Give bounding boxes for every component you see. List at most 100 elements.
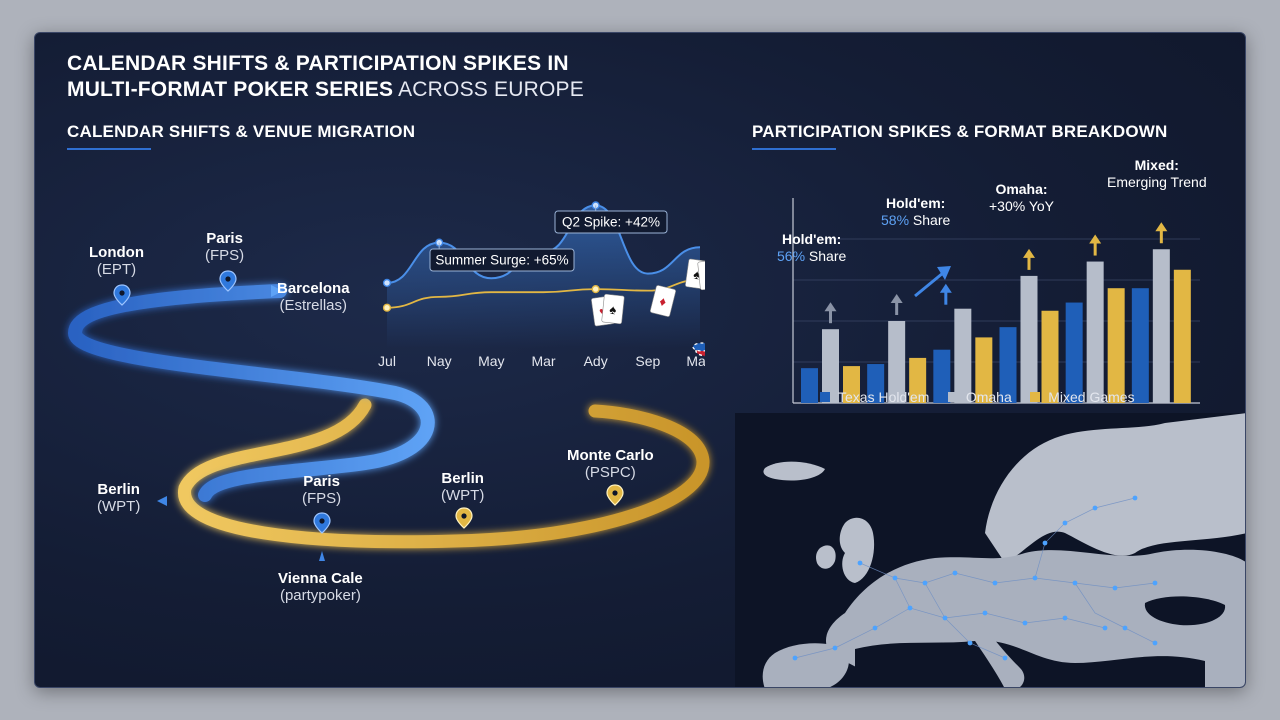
- bar-mixed: [1041, 310, 1059, 403]
- trend-callout: Summer Surge: +65%: [429, 242, 575, 272]
- trend-line-gold: [386, 278, 701, 309]
- venue-name: Paris: [206, 230, 243, 247]
- venue-event: (FPS): [205, 247, 245, 264]
- venue-label-berlin-gold: Berlin (WPT): [441, 470, 484, 504]
- map-land-britain: [839, 517, 875, 583]
- trend-point-gold: [591, 284, 600, 294]
- venue-label-vienna: Vienna Cale (partypoker): [278, 570, 363, 604]
- annotation-sub: 56% Share: [777, 248, 847, 264]
- map-sea-mediterranean: [855, 640, 1205, 687]
- participation-trend-chart: Jul Nay May Mar Ady Sep Man Summer Surge: +65% Q…: [378, 201, 705, 369]
- pin-london-icon: [113, 284, 131, 306]
- title-line-2-thin: ACROSS EUROPE: [393, 78, 584, 101]
- venue-event: (PSPC): [584, 464, 636, 481]
- up-arrow-icon: [1023, 248, 1035, 270]
- bar-mixed: [975, 337, 993, 403]
- bar-omaha: [822, 329, 839, 403]
- legend-item-mixed: Mixed Games: [1030, 389, 1135, 405]
- venue-label-paris-top: Paris (FPS): [205, 230, 244, 264]
- trend-x-tick-label: Sep: [635, 353, 660, 369]
- trend-x-tick-label: Man: [686, 353, 705, 369]
- venue-event: (EPT): [96, 261, 137, 278]
- trend-arrow-icon: [914, 266, 951, 298]
- route-arrow-left-icon: [157, 496, 167, 506]
- right-section-rule: [752, 148, 836, 150]
- map-sea-black: [1144, 596, 1226, 626]
- venue-name: Paris: [303, 473, 340, 490]
- up-arrow-icon: [824, 302, 837, 324]
- route-arrow-right-icon: [271, 285, 283, 297]
- bar-mixed: [909, 357, 927, 403]
- venue-name: Monte Carlo: [567, 447, 654, 464]
- svg-text:♣: ♣: [704, 268, 705, 284]
- left-section-rule: [67, 148, 151, 150]
- trend-x-tick-label: Ady: [584, 353, 608, 369]
- bar-mixed: [1107, 288, 1125, 403]
- venue-name: Vienna Cale: [278, 570, 363, 587]
- playing-card-icon: ♠: [601, 293, 625, 325]
- venue-event: (Estrellas): [279, 297, 348, 314]
- poker-chips-icon: [692, 342, 705, 357]
- venue-event: (WPT): [97, 498, 141, 515]
- annotation-head: Hold'em:: [885, 195, 946, 211]
- annotation-head: Hold'em:: [781, 231, 842, 247]
- annotation-holdem-56: Hold'em: 56% Share: [777, 231, 846, 265]
- up-arrow-icon: [1089, 234, 1102, 256]
- route-gold-ribbon: [178, 398, 710, 549]
- bar-omaha: [888, 321, 906, 403]
- bar-holdem: [1065, 302, 1083, 403]
- trend-x-tick-label: May: [478, 353, 504, 369]
- up-arrow-icon: [890, 294, 903, 315]
- map-land-italy: [971, 613, 1025, 687]
- up-arrow-icon: [939, 283, 952, 305]
- venue-event: (partypoker): [279, 587, 361, 604]
- trend-x-tick-label: Nay: [427, 353, 452, 369]
- bar-holdem: [933, 349, 951, 403]
- svg-text:♠: ♠: [609, 302, 618, 318]
- map-city-dots: [792, 495, 1158, 661]
- title-line-2: MULTI-FORMAT POKER SERIES ACROSS EUROPE: [67, 77, 584, 103]
- venue-route-map: [67, 270, 710, 561]
- svg-text:♦: ♦: [658, 293, 668, 309]
- trend-point-blue: [382, 278, 392, 288]
- legend-item-omaha: Omaha: [947, 389, 1012, 405]
- annotation-head: Omaha:: [995, 181, 1048, 197]
- annotation-mixed: Mixed: Emerging Trend: [1107, 157, 1207, 191]
- bar-holdem: [1131, 288, 1149, 403]
- route-blue-ribbon: [67, 284, 435, 502]
- map-land-ireland: [816, 545, 836, 569]
- title-line-1: CALENDAR SHIFTS & PARTICIPATION SPIKES I…: [67, 52, 569, 75]
- map-land-iberia: [762, 643, 849, 687]
- trend-callout-label: Summer Surge: +65%: [435, 253, 568, 268]
- venue-name: London: [89, 244, 144, 261]
- annotation-sub: +30% YoY: [989, 198, 1055, 214]
- venue-label-monte-carlo: Monte Carlo (PSPC): [567, 447, 654, 481]
- venue-label-berlin-left: Berlin (WPT): [97, 481, 140, 515]
- pin-monte-carlo-icon: [606, 484, 624, 506]
- venue-event: (FPS): [302, 490, 342, 507]
- pin-berlin-gold-icon: [455, 507, 473, 529]
- page-title: CALENDAR SHIFTS & PARTICIPATION SPIKES I…: [67, 51, 584, 103]
- venue-name: Berlin: [97, 481, 140, 498]
- bar-holdem: [801, 368, 818, 403]
- left-section-heading: CALENDAR SHIFTS & VENUE MIGRATION: [67, 122, 416, 141]
- venue-name: Berlin: [441, 470, 484, 487]
- up-arrow-icon: [1155, 222, 1168, 244]
- legend-label: Omaha: [965, 389, 1012, 405]
- trend-point-gold: [382, 303, 392, 312]
- bar-holdem: [867, 364, 885, 403]
- legend-swatch: [820, 392, 830, 402]
- bar-omaha: [1020, 275, 1038, 403]
- right-section-heading: PARTICIPATION SPIKES & FORMAT BREAKDOWN: [752, 122, 1168, 141]
- bar-mixed: [1173, 269, 1191, 403]
- trend-callout: Q2 Spike: +42%: [554, 205, 668, 234]
- trend-x-tick-label: Mar: [531, 353, 555, 369]
- bar-omaha: [1086, 261, 1104, 403]
- venue-label-barcelona: Barcelona (Estrellas): [277, 280, 350, 314]
- legend-label: Texas Hold'em: [838, 389, 930, 405]
- annotation-head: Mixed:: [1134, 157, 1179, 173]
- infographic-frame: CALENDAR SHIFTS & PARTICIPATION SPIKES I…: [34, 32, 1246, 688]
- venue-label-paris-bottom: Paris (FPS): [302, 473, 341, 507]
- legend-swatch: [947, 392, 958, 402]
- bar-legend: Texas Hold'em Omaha Mixed Games: [820, 389, 1149, 407]
